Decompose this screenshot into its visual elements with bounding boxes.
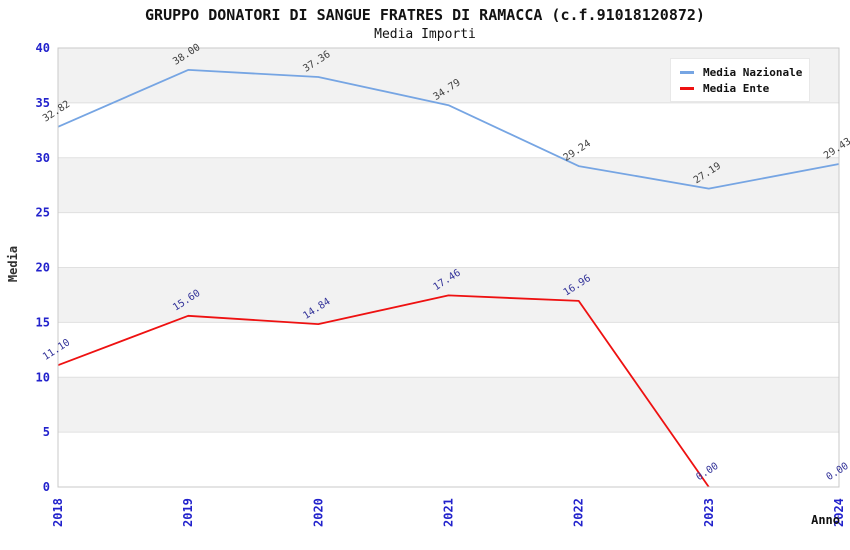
legend: Media Nazionale Media Ente: [670, 58, 810, 102]
y-tick-label: 0: [43, 480, 50, 494]
media-nazionale-line: [57, 69, 840, 190]
plot-border: [57, 47, 840, 488]
x-tick-label: 2022: [572, 498, 586, 527]
plot-band: [58, 377, 839, 433]
legend-item-media-ente: Media Ente: [680, 80, 809, 96]
y-tick-label: 20: [36, 261, 50, 275]
legend-label-media-nazionale: Media Nazionale: [703, 65, 803, 79]
y-tick-label: 40: [36, 41, 50, 55]
x-tick-label: 2018: [51, 498, 65, 527]
x-tick-label: 2024: [832, 498, 846, 527]
y-tick-label: 15: [36, 315, 50, 329]
chart-subtitle: Media Importi: [374, 27, 476, 42]
y-tick-label: 30: [36, 151, 50, 165]
media-ente-line: [57, 294, 710, 488]
y-tick-label: 35: [36, 96, 50, 110]
y-tick-label: 25: [36, 206, 50, 220]
point-label: 11.10: [41, 337, 72, 363]
x-axis-title: Anno: [811, 513, 840, 527]
plot-band: [58, 157, 839, 213]
y-tick-label: 10: [36, 370, 50, 384]
legend-item-media-nazionale: Media Nazionale: [680, 64, 809, 80]
y-axis-title: Media: [6, 245, 20, 283]
chart-title: GRUPPO DONATORI DI SANGUE FRATRES DI RAM…: [145, 6, 705, 24]
legend-line-swatch-ente-icon: [680, 86, 694, 90]
point-label: 0.00: [825, 461, 850, 483]
x-tick-label: 2023: [702, 498, 716, 527]
legend-line-swatch-nazionale-icon: [680, 70, 694, 74]
y-tick-label: 5: [43, 425, 50, 439]
legend-label-media-ente: Media Ente: [703, 81, 770, 95]
x-tick-label: 2020: [311, 498, 325, 527]
point-label: 0.00: [694, 461, 720, 483]
x-tick-label: 2019: [181, 498, 195, 527]
x-tick-label: 2021: [442, 498, 456, 527]
